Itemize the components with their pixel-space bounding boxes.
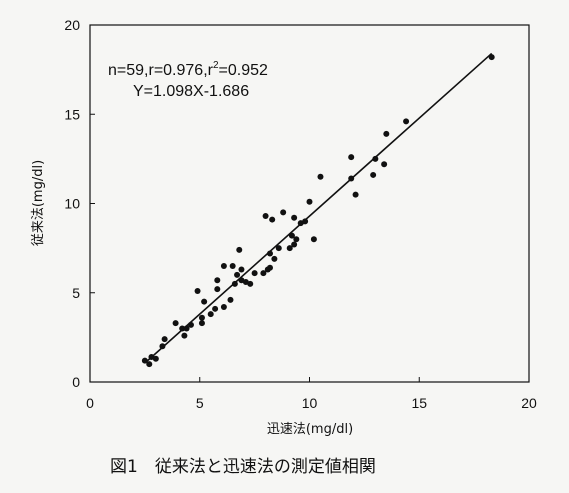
data-point-46: [302, 218, 309, 225]
data-point-17: [214, 286, 221, 293]
data-point-52: [352, 191, 359, 198]
data-point-6: [172, 320, 179, 327]
data-point-47: [306, 198, 313, 205]
data-point-39: [280, 209, 287, 216]
data-point-24: [234, 271, 241, 278]
figure-caption: 図1 従来法と迅速法の測定値相関: [110, 457, 376, 477]
data-point-16: [212, 305, 219, 312]
x-axis-tick-labels: 0 5 10 15 20: [86, 395, 537, 411]
data-point-35: [266, 250, 273, 257]
data-point-32: [262, 212, 269, 219]
y-tick-label-2: 10: [64, 196, 80, 212]
data-point-21: [227, 296, 234, 303]
y-tick-label-0: 0: [72, 374, 80, 390]
data-point-10: [187, 321, 194, 328]
y-tick-label-3: 15: [64, 106, 80, 122]
data-point-31: [260, 270, 267, 277]
data-point-44: [293, 236, 300, 243]
data-point-29: [247, 280, 254, 287]
data-point-54: [372, 155, 379, 162]
data-point-5: [161, 336, 168, 343]
data-point-19: [220, 304, 227, 311]
data-point-9: [183, 325, 190, 332]
data-point-23: [231, 280, 238, 287]
regression-equation: Y=1.098X-1.686: [133, 83, 249, 100]
x-axis-ticks: [89, 377, 530, 382]
y-axis-label: 従来法(mg/dl): [31, 160, 46, 246]
data-point-38: [275, 245, 282, 252]
data-point-1: [146, 361, 153, 368]
data-point-20: [220, 262, 227, 269]
data-point-48: [310, 236, 317, 243]
data-point-58: [488, 54, 495, 61]
data-point-3: [152, 355, 159, 362]
y-axis-tick-labels: 0 5 10 15 20: [64, 17, 80, 390]
data-point-51: [348, 175, 355, 182]
data-point-34: [266, 264, 273, 271]
data-point-43: [291, 214, 298, 221]
regression-line: [146, 52, 493, 362]
y-axis-ticks: [90, 24, 95, 383]
data-point-41: [288, 232, 295, 239]
data-point-26: [238, 266, 245, 273]
data-point-56: [383, 130, 390, 137]
data-point-11: [194, 287, 201, 294]
r-squared-superscript: 2: [213, 60, 219, 71]
y-tick-label-1: 5: [72, 285, 80, 301]
y-tick-label-4: 20: [64, 17, 80, 33]
data-point-57: [403, 118, 410, 125]
data-point-50: [348, 154, 355, 161]
data-points: [141, 54, 495, 368]
x-tick-label-0: 0: [86, 395, 94, 411]
data-point-42: [291, 241, 298, 248]
data-point-37: [271, 255, 278, 262]
data-point-0: [141, 357, 148, 364]
data-point-4: [159, 343, 166, 350]
x-tick-label-4: 20: [521, 395, 537, 411]
data-point-53: [370, 171, 377, 178]
data-point-49: [317, 173, 324, 180]
data-point-25: [236, 246, 243, 253]
data-point-18: [214, 277, 221, 284]
x-tick-label-2: 10: [302, 395, 318, 411]
data-point-22: [229, 262, 236, 269]
data-point-12: [198, 320, 205, 327]
data-point-40: [286, 245, 293, 252]
x-axis-label: 迅速法(mg/dl): [267, 422, 353, 437]
x-tick-label-1: 5: [196, 395, 204, 411]
data-point-14: [201, 298, 208, 305]
data-point-30: [251, 270, 258, 277]
data-point-7: [179, 325, 186, 332]
x-tick-label-3: 15: [411, 395, 427, 411]
data-point-36: [269, 216, 276, 223]
data-point-13: [198, 314, 205, 321]
data-point-8: [181, 332, 188, 339]
regression-stats: n=59,r=0.976,r2=0.952: [108, 60, 268, 79]
data-point-15: [207, 311, 214, 318]
data-point-55: [381, 161, 388, 168]
